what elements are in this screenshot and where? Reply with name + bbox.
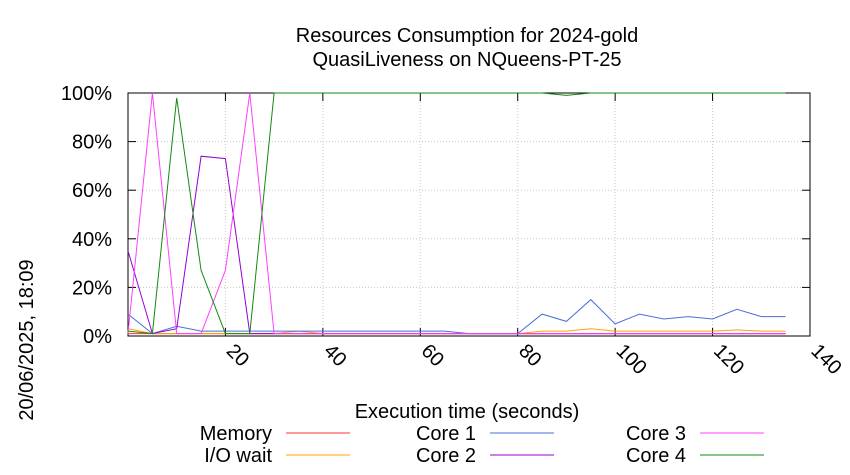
timestamp-label: 20/06/2025, 18:09 bbox=[16, 259, 38, 420]
chart-title: Resources Consumption for 2024-gold bbox=[296, 25, 638, 47]
legend-item: Memory bbox=[200, 423, 350, 445]
legend-label: Core 3 bbox=[626, 423, 686, 445]
y-tick-label: 60% bbox=[72, 180, 112, 202]
legend-item: I/O wait bbox=[204, 445, 350, 467]
series-line-core-4 bbox=[127, 92, 786, 335]
y-tick-labels: 0% 20% 40% 60% 80% 100% bbox=[61, 83, 112, 348]
x-axis-label: Execution time (seconds) bbox=[355, 401, 580, 423]
series-line-core-2 bbox=[127, 155, 786, 335]
grid-lines bbox=[128, 93, 810, 336]
y-tick-label: 80% bbox=[72, 132, 112, 154]
legend-item: Core 3 bbox=[626, 423, 764, 445]
plot-lines bbox=[127, 92, 786, 335]
series-line-core-3 bbox=[127, 92, 786, 335]
x-tick-labels: 20 40 60 80 100 120 140 bbox=[222, 340, 846, 379]
legend-label: Core 1 bbox=[416, 423, 476, 445]
x-tick-label: 100 bbox=[612, 340, 651, 379]
legend-label: I/O wait bbox=[204, 445, 272, 467]
legend-item: Core 4 bbox=[626, 445, 764, 467]
x-tick-label: 40 bbox=[319, 340, 350, 371]
x-tick-label: 140 bbox=[806, 340, 845, 379]
legend-label: Memory bbox=[200, 423, 272, 445]
x-tick-label: 80 bbox=[514, 340, 545, 371]
legend-label: Core 4 bbox=[626, 445, 686, 467]
y-tick-label: 40% bbox=[72, 229, 112, 251]
y-tick-label: 0% bbox=[83, 326, 112, 348]
axes bbox=[127, 92, 811, 337]
y-tick-label: 20% bbox=[72, 277, 112, 299]
x-tick-label: 20 bbox=[222, 340, 253, 371]
chart-subtitle: QuasiLiveness on NQueens-PT-25 bbox=[312, 49, 621, 71]
plot-frame bbox=[127, 92, 811, 337]
series-line-core-1 bbox=[127, 298, 786, 335]
x-tick-label: 60 bbox=[417, 340, 448, 371]
y-tick-label: 100% bbox=[61, 83, 112, 105]
legend-label: Core 2 bbox=[416, 445, 476, 467]
legend-item: Core 2 bbox=[416, 445, 554, 467]
x-tick-label: 120 bbox=[709, 340, 748, 379]
legend-item: Core 1 bbox=[416, 423, 554, 445]
